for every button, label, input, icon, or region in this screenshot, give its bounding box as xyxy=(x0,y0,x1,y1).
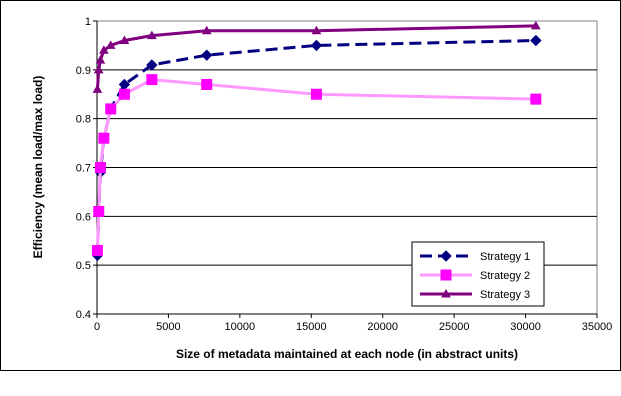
data-point xyxy=(201,49,213,61)
data-point xyxy=(93,205,105,217)
x-tick-label: 25000 xyxy=(439,321,470,333)
y-tick-label: 0.6 xyxy=(76,211,91,223)
data-point xyxy=(92,84,103,93)
data-point xyxy=(94,162,106,173)
data-point xyxy=(98,132,110,144)
data-point xyxy=(310,88,322,100)
series-3 xyxy=(92,20,541,93)
y-tick-label: 0.8 xyxy=(76,114,91,126)
x-tick-label: 5000 xyxy=(156,321,180,333)
series-2 xyxy=(91,74,542,257)
data-point xyxy=(310,39,323,52)
gridlines xyxy=(97,69,597,266)
x-tick-label: 30000 xyxy=(510,321,541,333)
y-tick-label: 0.4 xyxy=(76,309,91,321)
y-tick-label: 0.5 xyxy=(76,260,91,272)
x-tick-label: 0 xyxy=(94,321,100,333)
data-point xyxy=(105,40,116,49)
x-tick-label: 20000 xyxy=(367,321,398,333)
y-tick-label: 0.9 xyxy=(76,65,91,77)
axes: 0.4 0.5 0.6 0.7 0.8 0.9 1 0 5000 10000 15000 20000 2… xyxy=(76,16,613,333)
data-point xyxy=(118,88,130,100)
x-axis-label: Size of metadata maintained at each node… xyxy=(176,347,518,361)
series-line xyxy=(95,24,536,90)
data-point xyxy=(311,25,322,35)
data-point xyxy=(98,45,109,54)
data-point xyxy=(530,20,541,30)
data-point xyxy=(91,245,103,257)
legend-marker xyxy=(440,250,452,262)
data-point xyxy=(146,30,157,40)
legend-label: Strategy 1 xyxy=(480,251,530,263)
data-point xyxy=(201,25,212,35)
data-point xyxy=(146,59,158,71)
y-tick-label: 1 xyxy=(85,16,91,28)
data-point xyxy=(530,34,542,47)
data-point xyxy=(119,35,130,45)
legend-marker xyxy=(440,269,452,281)
data-point xyxy=(95,55,106,64)
y-tick-label: 0.7 xyxy=(76,163,91,175)
data-point xyxy=(146,74,158,86)
data-point xyxy=(105,103,117,115)
legend: Strategy 1 Strategy 2 Strategy 3 xyxy=(411,241,545,307)
legend-label: Strategy 2 xyxy=(480,270,530,282)
series-line xyxy=(95,78,536,251)
series-layer xyxy=(91,20,542,262)
x-tick-label: 15000 xyxy=(296,321,327,333)
legend-label: Strategy 3 xyxy=(480,289,530,301)
data-point xyxy=(530,93,542,105)
y-axis-label: Efficiency (mean load/max load) xyxy=(31,76,45,259)
legend-marker xyxy=(441,288,451,298)
x-tick-label: 35000 xyxy=(582,321,613,333)
data-point xyxy=(201,78,213,90)
x-tick-label: 10000 xyxy=(225,321,256,333)
data-point xyxy=(93,64,104,74)
